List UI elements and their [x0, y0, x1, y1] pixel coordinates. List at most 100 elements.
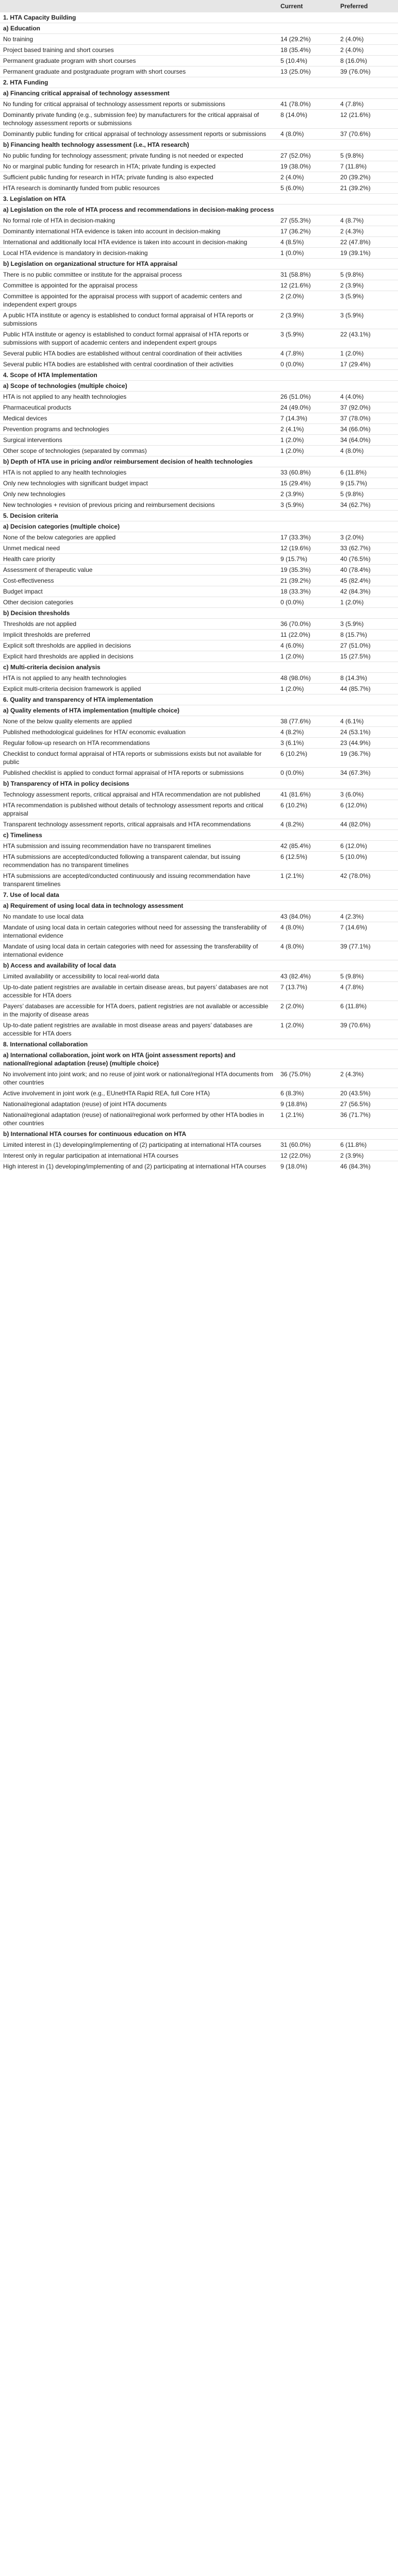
table-row: Explicit soft thresholds are applied in …: [0, 640, 398, 651]
table-row: High interest in (1) developing/implemen…: [0, 1161, 398, 1172]
preferred-value: 37 (78.0%): [337, 413, 398, 424]
table-row: Active involvement in joint work (e.g., …: [0, 1088, 398, 1099]
empty-cell: [337, 258, 398, 269]
header-item-column: [0, 0, 277, 12]
table-row: International and additionally local HTA…: [0, 236, 398, 248]
empty-cell: [277, 900, 337, 911]
table-row: HTA recommendation is published without …: [0, 800, 398, 819]
preferred-value: 37 (70.6%): [337, 128, 398, 140]
table-row: Other scope of technologies (separated b…: [0, 445, 398, 456]
current-value: 4 (8.0%): [277, 128, 337, 140]
empty-cell: [337, 900, 398, 911]
current-value: 31 (60.0%): [277, 1139, 337, 1150]
table-row: Checklist to conduct formal appraisal of…: [0, 748, 398, 768]
item-label: Committee is appointed for the appraisal…: [0, 291, 277, 310]
item-label: Explicit hard thresholds are applied in …: [0, 651, 277, 662]
item-label: Health care priority: [0, 553, 277, 565]
current-value: 4 (7.8%): [277, 348, 337, 359]
preferred-value: 20 (43.5%): [337, 1088, 398, 1099]
item-label: HTA research is dominantly funded from p…: [0, 182, 277, 194]
current-value: 41 (81.6%): [277, 789, 337, 800]
current-value: 4 (8.5%): [277, 236, 337, 248]
item-label: No funding for critical appraisal of tec…: [0, 98, 277, 110]
current-value: 19 (35.3%): [277, 564, 337, 575]
table-row: None of the below categories are applied…: [0, 532, 398, 543]
section-heading-row: 1. HTA Capacity Building: [0, 12, 398, 23]
empty-cell: [277, 12, 337, 23]
empty-cell: [277, 88, 337, 99]
empty-cell: [277, 380, 337, 392]
subsection-heading-row: a) Decision categories (multiple choice): [0, 521, 398, 532]
table-row: Several public HTA bodies are establishe…: [0, 359, 398, 370]
item-label: Dominantly private funding (e.g., submis…: [0, 109, 277, 129]
section-heading: 1. HTA Capacity Building: [0, 12, 277, 23]
current-value: 1 (2.0%): [277, 651, 337, 662]
current-value: 12 (21.6%): [277, 280, 337, 291]
preferred-value: 19 (39.1%): [337, 247, 398, 259]
empty-cell: [337, 193, 398, 205]
preferred-value: 3 (2.0%): [337, 532, 398, 543]
preferred-value: 17 (29.4%): [337, 359, 398, 370]
table-row: Several public HTA bodies are establishe…: [0, 348, 398, 359]
item-label: Checklist to conduct formal appraisal of…: [0, 748, 277, 768]
current-value: 3 (5.9%): [277, 499, 337, 511]
item-label: Several public HTA bodies are establishe…: [0, 359, 277, 370]
current-value: 15 (29.4%): [277, 478, 337, 489]
current-value: 2 (2.0%): [277, 291, 337, 310]
current-value: 5 (10.4%): [277, 55, 337, 66]
item-label: Payers’ databases are accessible for HTA…: [0, 1001, 277, 1020]
current-value: 0 (0.0%): [277, 597, 337, 608]
table-row: HTA submissions are accepted/conducted c…: [0, 870, 398, 890]
table-row: No involvement into joint work; and no r…: [0, 1069, 398, 1088]
subsection-heading: b) Legislation on organizational structu…: [0, 258, 277, 269]
subsection-heading-row: a) Quality elements of HTA implementatio…: [0, 705, 398, 716]
item-label: Permanent graduate and postgraduate prog…: [0, 66, 277, 77]
table-row: Budget impact 18 (33.3%) 42 (84.3%): [0, 586, 398, 597]
subsection-heading-row: b) International HTA courses for continu…: [0, 1128, 398, 1140]
item-label: Published methodological guidelines for …: [0, 726, 277, 738]
empty-cell: [277, 960, 337, 971]
table-row: Technology assessment reports, critical …: [0, 789, 398, 800]
item-label: High interest in (1) developing/implemen…: [3, 1163, 267, 1170]
table-row: No mandate to use local data 43 (84.0%) 4 …: [0, 911, 398, 922]
preferred-value: 8 (14.3%): [337, 672, 398, 684]
current-value: 1 (2.0%): [277, 445, 337, 456]
subsection-heading: b) Transparency of HTA in policy decisio…: [0, 778, 277, 789]
table-row: HTA research is dominantly funded from p…: [0, 182, 398, 194]
subsection-heading-row: c) Multi-criteria decision analysis: [0, 662, 398, 673]
subsection-heading: b) Access and availability of local data: [0, 960, 277, 971]
empty-cell: [277, 778, 337, 789]
current-value: 27 (52.0%): [277, 150, 337, 161]
empty-cell: [277, 829, 337, 841]
preferred-value: 7 (14.6%): [337, 922, 398, 941]
preferred-value: 5 (9.8%): [337, 150, 398, 161]
preferred-value: 22 (47.8%): [337, 236, 398, 248]
empty-cell: [277, 1049, 337, 1069]
item-label: A public HTA institute or agency is esta…: [0, 310, 277, 329]
preferred-value: 37 (92.0%): [337, 402, 398, 413]
current-value: 4 (6.0%): [277, 640, 337, 651]
subsection-heading-row: a) Scope of technologies (multiple choic…: [0, 380, 398, 392]
item-label: National/regional adaptation (reuse) of …: [0, 1109, 277, 1129]
table-row: Transparent technology assessment report…: [0, 819, 398, 830]
item-label: No involvement into joint work; and no r…: [0, 1069, 277, 1088]
current-value: 6 (8.3%): [277, 1088, 337, 1099]
current-value: 1 (2.0%): [277, 434, 337, 446]
item-label: Published checklist is applied to conduc…: [0, 767, 277, 778]
header-preferred-column: Preferred: [337, 0, 398, 12]
table-row: Up-to-date patient registries are availa…: [0, 1020, 398, 1039]
current-value: 14 (29.2%): [277, 33, 337, 45]
empty-cell: [277, 204, 337, 215]
item-label: Sufficient public funding for research i…: [0, 172, 277, 183]
empty-cell: [337, 778, 398, 789]
preferred-value: 7 (11.8%): [337, 161, 398, 172]
item-label: Up-to-date patient registries are availa…: [0, 981, 277, 1001]
table-row: No funding for critical appraisal of tec…: [0, 98, 398, 110]
current-value: 2 (4.0%): [277, 172, 337, 183]
table-row: Dominantly public funding for critical a…: [0, 128, 398, 140]
subsection-heading-row: b) Access and availability of local data: [0, 960, 398, 971]
item-label: Explicit soft thresholds are applied in …: [0, 640, 277, 651]
preferred-value: 22 (43.1%): [337, 329, 398, 348]
table-row: No public funding for technology assessm…: [0, 150, 398, 161]
current-value: 1 (2.1%): [277, 1109, 337, 1129]
